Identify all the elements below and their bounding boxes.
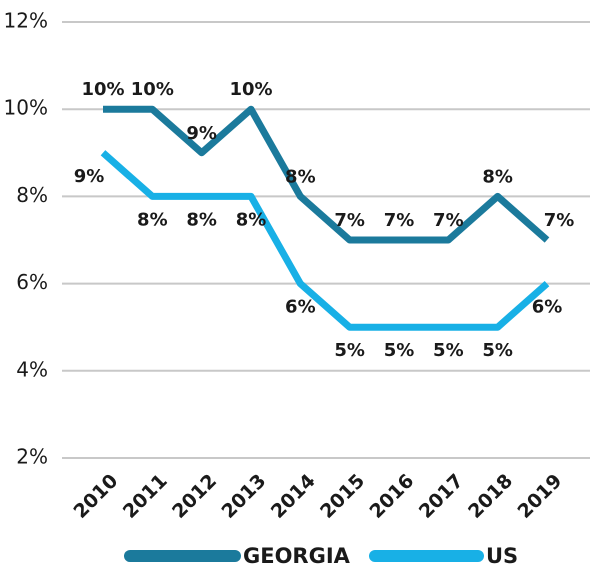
y-tick-label: 10% — [4, 96, 48, 120]
x-tick-label: 2018 — [464, 470, 517, 523]
data-label: 7% — [433, 210, 464, 231]
data-label: 10% — [131, 79, 174, 100]
x-tick-label: 2017 — [415, 470, 468, 523]
data-label: 10% — [81, 79, 124, 100]
y-tick-label: 12% — [4, 9, 48, 33]
data-label: 10% — [229, 79, 272, 100]
data-label: 5% — [482, 340, 513, 361]
series-line — [100, 150, 550, 331]
data-label: 8% — [482, 166, 513, 187]
series-line — [103, 105, 550, 244]
legend-label: GEORGIA — [243, 544, 351, 568]
data-label: 8% — [285, 166, 316, 187]
x-tick-label: 2019 — [513, 470, 566, 523]
x-tick-label: 2016 — [365, 470, 418, 523]
x-tick-label: 2010 — [69, 470, 122, 523]
data-label: 8% — [186, 209, 217, 230]
data-label: 8% — [137, 209, 168, 230]
legend-label: US — [486, 544, 518, 568]
data-label: 5% — [384, 340, 415, 361]
x-tick-label: 2012 — [168, 470, 221, 523]
x-tick-label: 2014 — [267, 470, 320, 523]
x-tick-label: 2011 — [119, 470, 172, 523]
data-label: 6% — [285, 297, 316, 318]
data-label: 7% — [334, 210, 365, 231]
data-label: 9% — [186, 123, 217, 144]
data-label: 7% — [384, 210, 415, 231]
y-tick-label: 6% — [16, 270, 48, 294]
data-label: 6% — [532, 297, 563, 318]
x-tick-label: 2015 — [316, 470, 369, 523]
x-tick-label: 2013 — [217, 470, 270, 523]
y-tick-label: 4% — [16, 357, 48, 381]
data-label: 9% — [74, 166, 105, 187]
y-tick-label: 2% — [16, 445, 48, 469]
data-label: 8% — [236, 209, 267, 230]
data-label: 5% — [433, 340, 464, 361]
data-label: 5% — [334, 340, 365, 361]
data-label: 7% — [544, 210, 575, 231]
y-tick-label: 8% — [16, 183, 48, 207]
